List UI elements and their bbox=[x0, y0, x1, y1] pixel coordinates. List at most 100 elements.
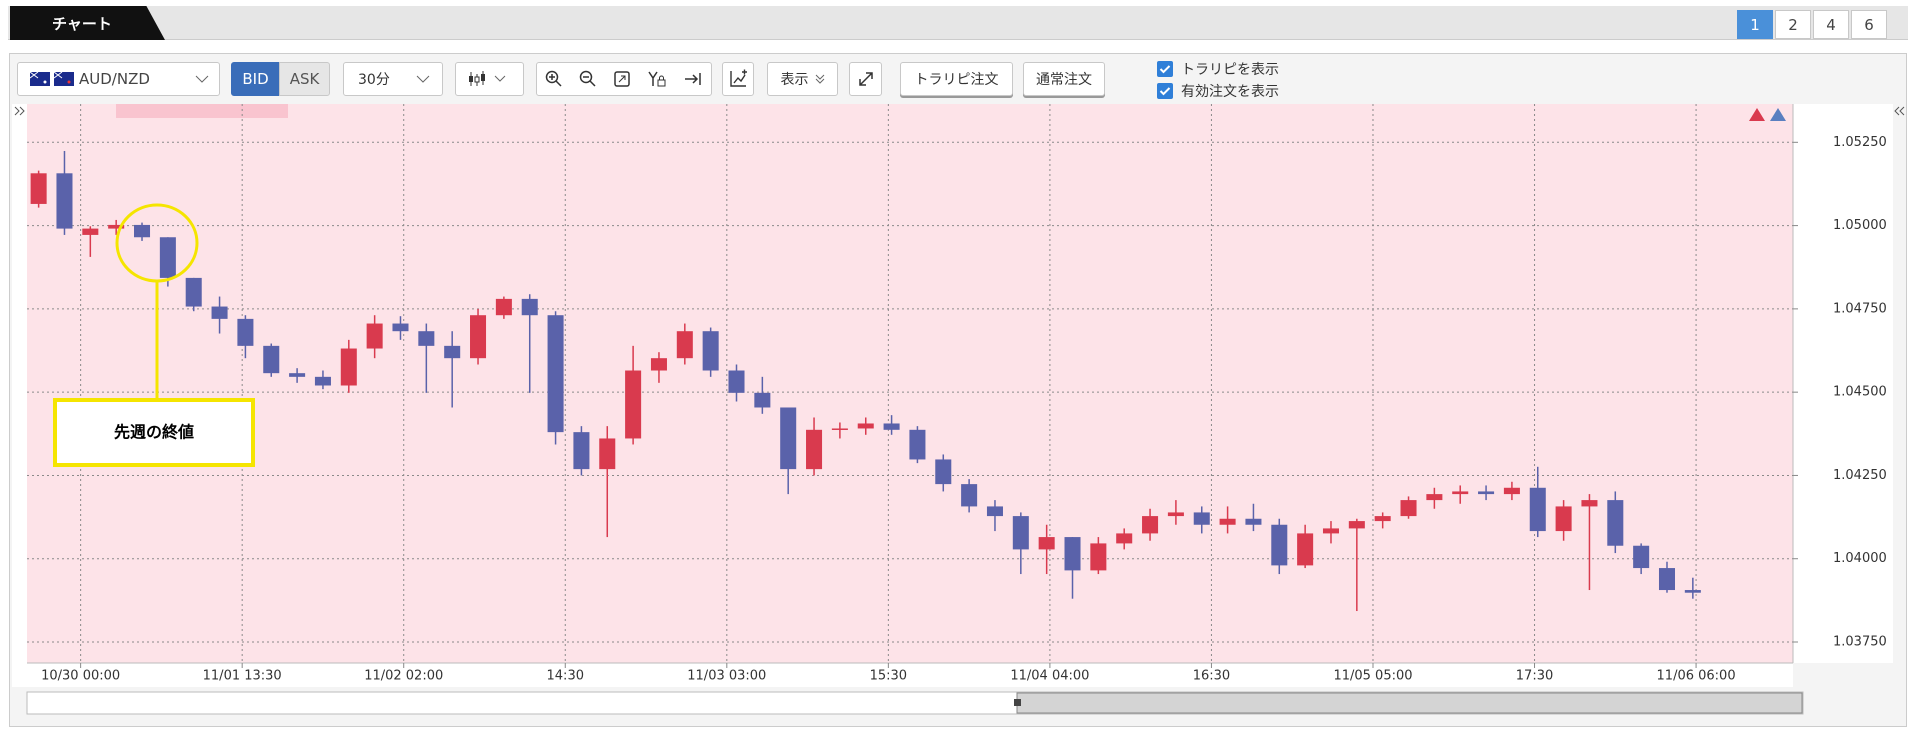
pair-label: AUD/NZD bbox=[79, 70, 150, 88]
candle-body bbox=[1555, 506, 1572, 532]
y-lock-icon[interactable] bbox=[647, 70, 667, 88]
page-button[interactable]: 4 bbox=[1813, 10, 1849, 39]
candle-icon bbox=[468, 71, 505, 86]
trail-order-button[interactable]: トラリピ注文 bbox=[900, 62, 1013, 96]
candle-body bbox=[1245, 518, 1262, 525]
candle-body bbox=[1116, 533, 1133, 544]
candle-body bbox=[935, 459, 952, 485]
candle-body bbox=[1322, 528, 1339, 534]
plot-background bbox=[27, 104, 1793, 663]
candle-body bbox=[754, 392, 771, 408]
candle-body bbox=[159, 237, 176, 278]
interval-dropdown[interactable]: 30分 bbox=[343, 62, 443, 96]
display-label: 表示 bbox=[780, 72, 809, 88]
x-tick-label: 11/03 03:00 bbox=[687, 669, 766, 684]
candle-body bbox=[1142, 516, 1159, 534]
candle-body bbox=[857, 423, 874, 429]
scrollbar-handle[interactable] bbox=[1014, 699, 1021, 706]
candle-body bbox=[1633, 545, 1650, 569]
expand-right-icon[interactable] bbox=[1894, 106, 1905, 116]
fit-icon[interactable] bbox=[613, 70, 631, 88]
page-button[interactable]: 1 bbox=[1737, 10, 1773, 39]
normal-order-button[interactable]: 通常注文 bbox=[1023, 62, 1105, 96]
candle-body bbox=[1581, 500, 1598, 507]
x-tick-label: 11/06 06:00 bbox=[1657, 669, 1736, 684]
candle-body bbox=[728, 370, 745, 393]
candle-body bbox=[418, 331, 435, 346]
y-tick-label: 1.04750 bbox=[1833, 301, 1887, 316]
zoom-tools bbox=[536, 62, 712, 96]
left-gutter bbox=[12, 104, 27, 687]
display-dropdown[interactable]: 表示 bbox=[767, 62, 838, 96]
candle-body bbox=[1529, 487, 1546, 532]
x-tick-label: 15:30 bbox=[870, 669, 907, 684]
candle-body bbox=[1090, 543, 1107, 571]
candle-body bbox=[211, 306, 228, 319]
chevron bbox=[416, 75, 430, 83]
candle-body bbox=[1452, 491, 1469, 495]
expand-left-icon[interactable] bbox=[14, 106, 25, 116]
indicator-icon bbox=[730, 69, 747, 87]
annotation-box bbox=[53, 398, 255, 467]
candle-body bbox=[1348, 521, 1365, 529]
x-tick-label: 14:30 bbox=[547, 669, 584, 684]
candle-body bbox=[340, 348, 357, 386]
y-tick-label: 1.04000 bbox=[1833, 551, 1887, 566]
candle-body bbox=[599, 438, 616, 470]
candle-body bbox=[366, 323, 383, 349]
annotation-label: 先週の終値 bbox=[114, 423, 194, 442]
fullscreen-icon bbox=[858, 72, 873, 86]
zoom-out-icon[interactable] bbox=[579, 70, 597, 88]
tab-title[interactable]: チャート bbox=[10, 6, 165, 40]
candle-body bbox=[986, 506, 1003, 517]
x-tick-label: 10/30 00:00 bbox=[41, 669, 120, 684]
candle-body bbox=[134, 224, 151, 238]
x-tick-label: 16:30 bbox=[1193, 669, 1230, 684]
candle-body bbox=[1374, 516, 1391, 522]
checkbox[interactable] bbox=[1157, 61, 1173, 77]
scrollbar-thumb[interactable] bbox=[1016, 692, 1803, 714]
chart-type-dropdown[interactable] bbox=[455, 62, 524, 96]
y-tick-label: 1.04250 bbox=[1833, 468, 1887, 483]
candle-body bbox=[1478, 491, 1495, 495]
latest-icon[interactable] bbox=[683, 70, 703, 88]
candle-body bbox=[573, 432, 590, 470]
chevron bbox=[195, 75, 209, 83]
bid-button[interactable]: BID bbox=[231, 62, 280, 96]
ask-button[interactable]: ASK bbox=[279, 62, 330, 96]
flag-icons bbox=[30, 71, 74, 86]
page-button[interactable]: 2 bbox=[1775, 10, 1811, 39]
show-trail-option[interactable]: トラリピを表示 bbox=[1157, 59, 1279, 79]
candle-body bbox=[1503, 487, 1520, 495]
candle-body bbox=[185, 277, 202, 307]
x-tick-label: 11/04 04:00 bbox=[1010, 669, 1089, 684]
y-tick-label: 1.03750 bbox=[1833, 635, 1887, 650]
candle-body bbox=[1167, 512, 1184, 517]
zoom-in-icon[interactable] bbox=[545, 70, 563, 88]
interval-label: 30分 bbox=[358, 72, 390, 88]
candle-body bbox=[1400, 500, 1417, 517]
y-tick-label: 1.04500 bbox=[1833, 385, 1887, 400]
pair-dropdown[interactable]: AUD/NZD bbox=[17, 62, 220, 96]
candle-body bbox=[625, 370, 642, 439]
candle-body bbox=[831, 428, 848, 430]
candle-body bbox=[470, 315, 487, 359]
page-button[interactable]: 6 bbox=[1851, 10, 1887, 39]
checkbox[interactable] bbox=[1157, 83, 1173, 99]
candle-body bbox=[1271, 524, 1288, 566]
alert-icon[interactable] bbox=[1770, 108, 1786, 121]
candle-body bbox=[521, 298, 538, 316]
chevron bbox=[815, 74, 824, 84]
candle-body bbox=[909, 429, 926, 460]
candle-body bbox=[547, 315, 564, 433]
show-orders-option[interactable]: 有効注文を表示 bbox=[1157, 81, 1279, 101]
candle-body bbox=[314, 376, 331, 386]
candle-body bbox=[961, 484, 978, 507]
checkbox-label: 有効注文を表示 bbox=[1181, 84, 1279, 100]
x-axis-area bbox=[27, 663, 1793, 687]
indicator-button[interactable] bbox=[722, 62, 754, 96]
alert-icon[interactable] bbox=[1749, 108, 1765, 121]
fullscreen-button[interactable] bbox=[849, 62, 882, 96]
candle-body bbox=[1607, 500, 1624, 546]
